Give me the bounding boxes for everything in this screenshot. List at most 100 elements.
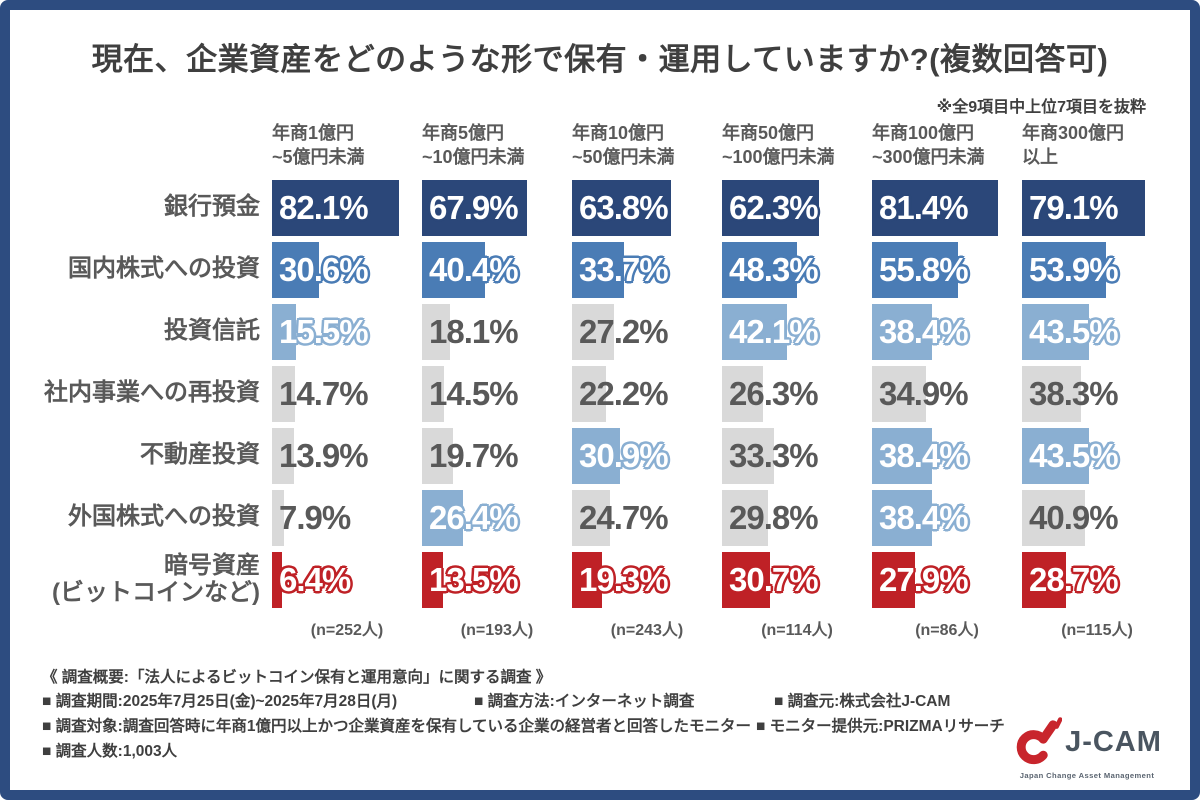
bar-value: 7.9%: [279, 498, 351, 536]
footer-method: ■ 調査方法:インターネット調査: [474, 693, 695, 711]
row-label-spacer: [40, 616, 272, 640]
bar-cell: 40.9%: [1022, 489, 1172, 546]
footer-target: ■ 調査対象:調査回答時に年商1億円以上かつ企業資産を保有している企業の経営者と…: [42, 718, 751, 736]
bar-value: 14.5%: [429, 374, 519, 412]
bar-value: 43.5%: [1029, 312, 1119, 350]
bar: 42.1%: [722, 303, 819, 360]
bar-value: 29.8%: [729, 498, 819, 536]
bar-value: 24.7%: [579, 498, 669, 536]
bar-cell: 43.5%: [1022, 427, 1172, 484]
bar: 28.7%: [1022, 551, 1119, 608]
bar: 19.3%: [572, 551, 669, 608]
footer-overview: 《 調査概要:「法人によるビットコイン保有と運用意向」に関する調査 》: [42, 668, 552, 686]
table-row: 投資信託 15.5% 18.1% 27.2% 42.1% 38.4% 43.5%: [40, 303, 1190, 360]
bar-value: 27.2%: [579, 312, 669, 350]
bar: 15.5%: [272, 303, 369, 360]
bar: 14.7%: [272, 365, 369, 422]
bar-value: 30.6%: [279, 250, 369, 288]
bar-value: 19.3%: [579, 560, 669, 598]
bar-cell: 33.7%: [572, 241, 722, 298]
bar-cell: 27.2%: [572, 303, 722, 360]
bar: 29.8%: [722, 489, 819, 546]
bar-value: 13.9%: [279, 436, 369, 474]
bar-value: 38.3%: [1029, 374, 1119, 412]
bar-value: 38.4%: [879, 498, 969, 536]
bar-value: 13.5%: [429, 560, 519, 598]
column-header: 年商10億円 ~50億円未満: [572, 123, 675, 168]
column-header: 年商5億円 ~10億円未満: [422, 123, 525, 168]
bar-cell: 24.7%: [572, 489, 722, 546]
table-row: 銀行預金 82.1% 67.9% 63.8% 62.3% 81.4% 79.1%: [40, 179, 1190, 236]
bar-value: 38.4%: [879, 436, 969, 474]
bar: 26.3%: [722, 365, 819, 422]
bar-cell: 43.5%: [1022, 303, 1172, 360]
bar: 55.8%: [872, 241, 969, 298]
bar: 7.9%: [272, 489, 351, 546]
bar-cell: 40.4%: [422, 241, 572, 298]
n-label: (n=115人): [1061, 621, 1133, 639]
bar-cell: 13.9%: [272, 427, 422, 484]
page-title: 現在、企業資産をどのような形で保有・運用していますか?(複数回答可): [91, 42, 1109, 77]
bar-value: 33.7%: [579, 250, 669, 288]
bar-cell: 29.8%: [722, 489, 872, 546]
bar-cell: 7.9%: [272, 489, 422, 546]
footer-period: ■ 調査期間:2025年7月25日(金)~2025年7月28日(月): [42, 693, 398, 711]
row-label: 外国株式への投資: [68, 503, 260, 531]
bar-cell: 55.8%: [872, 241, 1022, 298]
bar-cell: 6.4%: [272, 551, 422, 608]
bar: 67.9%: [422, 179, 528, 236]
jcam-logo-mark-icon: [1012, 715, 1063, 770]
bar-value: 79.1%: [1029, 188, 1119, 226]
row-label: 銀行預金: [164, 193, 260, 221]
bar: 53.9%: [1022, 241, 1119, 298]
column-header-row: 年商1億円 ~5億円未満 年商5億円 ~10億円未満 年商10億円 ~50億円未満 年商50…: [40, 121, 1190, 170]
selection-note: ※全9項目中上位7項目を抜粋: [936, 99, 1146, 116]
bar: 33.3%: [722, 427, 819, 484]
bar: 38.4%: [872, 427, 969, 484]
bar-cell: 82.1%: [272, 179, 422, 236]
bar-cell: 38.4%: [872, 489, 1022, 546]
bar-value: 81.4%: [879, 188, 969, 226]
bar-cell: 38.4%: [872, 303, 1022, 360]
bar-cell: 14.7%: [272, 365, 422, 422]
footer-source: ■ 調査元:株式会社J-CAM: [774, 693, 951, 711]
bar: 27.9%: [872, 551, 969, 608]
bar: 34.9%: [872, 365, 969, 422]
bar-value: 40.4%: [429, 250, 519, 288]
bar-cell: 38.3%: [1022, 365, 1172, 422]
table-row: 暗号資産 (ビットコインなど) 6.4% 13.5% 19.3% 30.7% 27.9% 28…: [40, 551, 1190, 608]
bar-value: 27.9%: [879, 560, 969, 598]
column-header: 年商100億円 ~300億円未満: [872, 123, 985, 168]
bar-cell: 13.5%: [422, 551, 572, 608]
bar: 38.3%: [1022, 365, 1119, 422]
bar-cell: 19.3%: [572, 551, 722, 608]
row-label: 社内事業への再投資: [44, 379, 260, 407]
bar: 82.1%: [272, 179, 400, 236]
bar-value: 34.9%: [879, 374, 969, 412]
bar-value: 22.2%: [579, 374, 669, 412]
bar-cell: 42.1%: [722, 303, 872, 360]
bar: 48.3%: [722, 241, 819, 298]
bar-value: 33.3%: [729, 436, 819, 474]
bar-value: 18.1%: [429, 312, 519, 350]
bar-value: 28.7%: [1029, 560, 1119, 598]
table-row: 外国株式への投資 7.9% 26.4% 24.7% 29.8% 38.4% 40.9%: [40, 489, 1190, 546]
bar: 22.2%: [572, 365, 669, 422]
bar-value: 26.4%: [429, 498, 519, 536]
bar-cell: 22.2%: [572, 365, 722, 422]
bar-value: 55.8%: [879, 250, 969, 288]
bar-value: 62.3%: [729, 188, 819, 226]
bar-cell: 67.9%: [422, 179, 572, 236]
row-label: 不動産投資: [140, 441, 260, 469]
bar-cell: 63.8%: [572, 179, 722, 236]
jcam-logo-text: J-CAM: [1065, 726, 1162, 758]
bar: 13.9%: [272, 427, 369, 484]
n-label: (n=114人): [761, 621, 833, 639]
bar: 62.3%: [722, 179, 819, 236]
bar-cell: 30.7%: [722, 551, 872, 608]
chart: 年商1億円 ~5億円未満 年商5億円 ~10億円未満 年商10億円 ~50億円未満 年商50…: [40, 121, 1190, 640]
bar-value: 6.4%: [279, 560, 351, 598]
row-label: 暗号資産 (ビットコインなど): [52, 551, 260, 606]
n-label: (n=193人): [460, 621, 534, 639]
